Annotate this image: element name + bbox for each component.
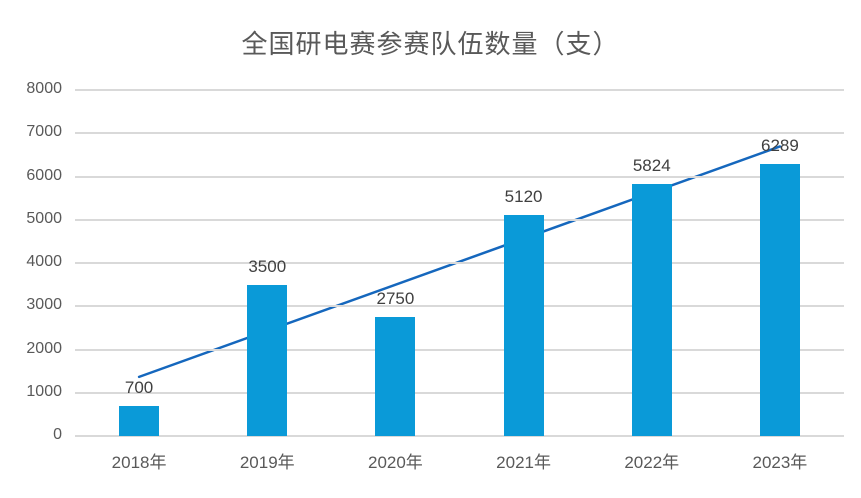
y-tick-label: 7000 xyxy=(26,123,62,141)
y-tick-label: 1000 xyxy=(26,382,62,400)
bar-2023年 xyxy=(759,164,800,436)
y-tick-label: 3000 xyxy=(26,296,62,314)
bar-value-label: 700 xyxy=(124,377,154,397)
x-tick-label: 2021年 xyxy=(496,453,551,472)
grid-line xyxy=(75,262,844,264)
bar-value-label: 2750 xyxy=(376,289,415,309)
y-tick-label: 4000 xyxy=(26,253,62,270)
grid-line xyxy=(75,305,844,308)
y-tick-label: 6000 xyxy=(26,166,62,184)
bar-value-label: 5824 xyxy=(632,156,671,176)
y-tick-label: 5000 xyxy=(26,209,62,227)
x-tick-label: 2020年 xyxy=(367,453,423,472)
bar-2021年 xyxy=(503,214,544,436)
trendline-layer xyxy=(137,145,782,379)
trendline xyxy=(137,145,782,379)
grid-line xyxy=(75,132,844,135)
plot-area: 700 3500 2750 5120 5824 6289 xyxy=(75,89,844,437)
x-tick-label: 2019年 xyxy=(239,453,295,472)
bar-value-label: 5120 xyxy=(504,186,543,206)
bar-2020年 xyxy=(375,317,416,436)
grid-line xyxy=(75,175,844,178)
bar-value-label: 3500 xyxy=(248,256,287,276)
grid-line xyxy=(75,89,844,91)
bar-value-label: 6289 xyxy=(760,136,799,156)
x-tick-label: 2022年 xyxy=(624,453,680,472)
chart-title: 全国研电赛参赛队伍数量（支） xyxy=(241,29,620,59)
y-tick-label: 8000 xyxy=(26,80,62,97)
x-axis: 2018年 2019年 2020年 2021年 2022年 2023年 xyxy=(75,448,844,478)
bar-2022年 xyxy=(631,184,672,436)
grid-line xyxy=(75,348,844,351)
y-axis: 0 1000 2000 3000 4000 5000 6000 7000 8000 xyxy=(0,80,62,443)
x-tick-label: 2018年 xyxy=(111,453,167,472)
bar-2018年 xyxy=(119,405,160,436)
bar-2019年 xyxy=(247,284,288,436)
y-tick-label: 0 xyxy=(53,426,62,443)
y-tick-label: 2000 xyxy=(26,339,62,357)
x-axis-line xyxy=(75,435,844,437)
grid-line xyxy=(75,218,844,221)
grid-line xyxy=(75,391,844,394)
x-tick-label: 2023年 xyxy=(752,453,808,472)
